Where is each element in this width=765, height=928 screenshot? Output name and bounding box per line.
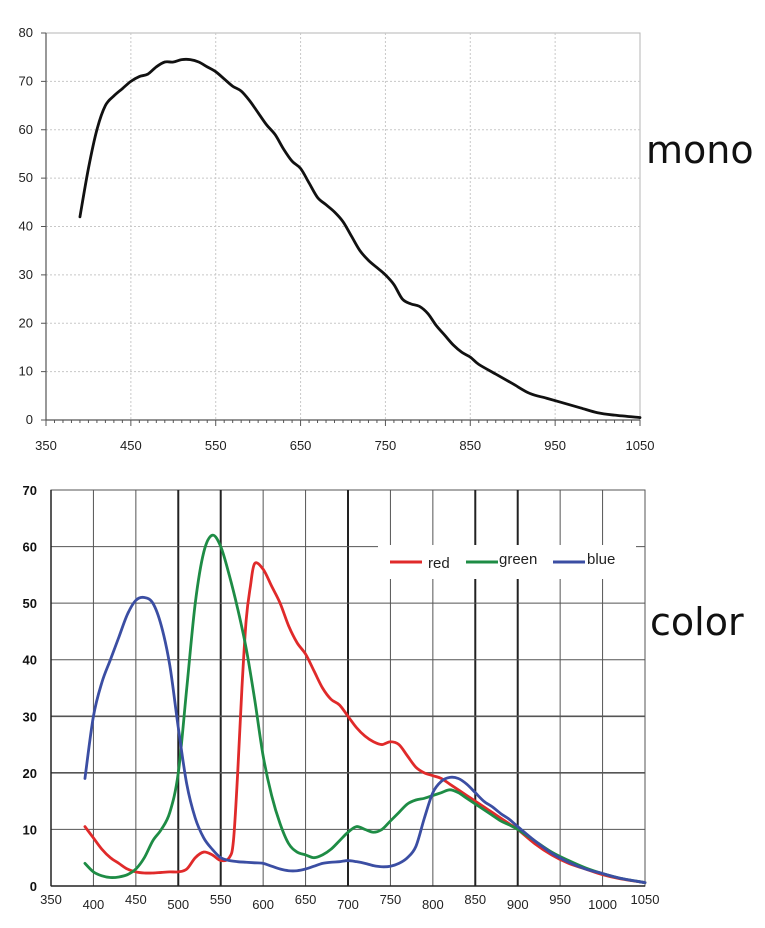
- mono-x-tick-label: 350: [35, 438, 57, 453]
- mono-chart: 350 450 550 650 750 850 950 1050 0 10 20 30 40 50 60 70…: [19, 25, 655, 453]
- color-tick-labels: 350 400 450 500 550 600 650 700 750 800 850 900 950 1…: [23, 483, 660, 912]
- color-x-tick-label: 1000: [588, 897, 617, 912]
- color-y-tick-label: 0: [30, 879, 37, 894]
- mono-x-tick-label: 1050: [626, 438, 655, 453]
- mono-y-tick-label: 20: [19, 315, 33, 330]
- mono-series: [78, 57, 642, 419]
- color-x-tick-label: 700: [337, 897, 359, 912]
- color-x-tick-label: 400: [83, 897, 105, 912]
- color-x-tick-label: 800: [422, 897, 444, 912]
- color-y-tick-label: 60: [23, 540, 37, 555]
- color-x-tick-label: 950: [549, 892, 571, 907]
- mono-y-tick-label: 0: [26, 412, 33, 427]
- color-y-tick-label: 10: [23, 822, 37, 837]
- color-y-tick-label: 50: [23, 596, 37, 611]
- color-legend-label-green: green: [499, 551, 537, 568]
- color-x-tick-label: 500: [167, 897, 189, 912]
- mono-y-tick-label: 40: [19, 219, 33, 234]
- color-chart: 350 400 450 500 550 600 650 700 750 800 850 900 950 1…: [23, 483, 660, 912]
- mono-label: mono: [646, 128, 754, 172]
- color-x-tick-label: 850: [464, 892, 486, 907]
- color-x-tick-label: 350: [40, 892, 62, 907]
- mono-x-tick-label: 450: [120, 438, 142, 453]
- color-x-tick-label: 900: [507, 897, 529, 912]
- mono-y-tick-label: 30: [19, 267, 33, 282]
- color-y-tick-label: 70: [23, 483, 37, 498]
- color-x-tick-label: 650: [295, 892, 317, 907]
- mono-gridlines: [46, 33, 640, 420]
- mono-y-tick-label: 10: [19, 364, 33, 379]
- color-legend: red green blue: [378, 545, 636, 579]
- mono-tick-labels: 350 450 550 650 750 850 950 1050 0 10 20 30 40 50 60 70…: [19, 25, 655, 453]
- mono-y-tick-label: 80: [19, 25, 33, 40]
- color-axes: [50, 490, 645, 887]
- color-legend-label-blue: blue: [587, 551, 615, 568]
- color-y-tick-label: 30: [23, 709, 37, 724]
- color-label: color: [650, 600, 744, 644]
- color-y-tick-label: 20: [23, 766, 37, 781]
- mono-x-tick-label: 850: [459, 438, 481, 453]
- color-legend-label-red: red: [428, 555, 450, 572]
- color-x-tick-label: 750: [380, 892, 402, 907]
- color-x-tick-label: 1050: [631, 892, 660, 907]
- color-series-blue-line: [83, 595, 647, 885]
- mono-series-line: [78, 57, 642, 419]
- color-x-tick-label: 550: [210, 892, 232, 907]
- color-x-tick-label: 450: [125, 892, 147, 907]
- color-x-tick-label: 600: [252, 897, 274, 912]
- mono-x-tick-label: 650: [290, 438, 312, 453]
- mono-x-tick-label: 750: [375, 438, 397, 453]
- color-series-green-line: [83, 533, 647, 885]
- mono-x-tick-label: 950: [544, 438, 566, 453]
- color-y-tick-label: 40: [23, 653, 37, 668]
- mono-y-tick-label: 50: [19, 170, 33, 185]
- mono-axes: [41, 32, 641, 426]
- mono-x-tick-label: 550: [205, 438, 227, 453]
- mono-y-tick-label: 70: [19, 73, 33, 88]
- color-series-red-line: [83, 561, 647, 885]
- mono-y-tick-label: 60: [19, 122, 33, 137]
- color-series: [83, 533, 647, 885]
